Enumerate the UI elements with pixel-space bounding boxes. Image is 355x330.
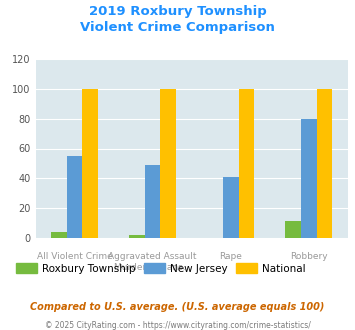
Bar — [301, 119, 317, 238]
Bar — [223, 177, 239, 238]
Text: © 2025 CityRating.com - https://www.cityrating.com/crime-statistics/: © 2025 CityRating.com - https://www.city… — [45, 321, 310, 330]
Text: 2019 Roxbury Township: 2019 Roxbury Township — [89, 5, 266, 18]
Text: Murder & Mans...: Murder & Mans... — [114, 263, 191, 272]
Bar — [51, 232, 67, 238]
Bar — [82, 89, 98, 238]
Text: All Violent Crime: All Violent Crime — [37, 252, 113, 261]
Text: Compared to U.S. average. (U.S. average equals 100): Compared to U.S. average. (U.S. average … — [30, 302, 325, 312]
Text: Robbery: Robbery — [290, 252, 328, 261]
Bar — [317, 89, 332, 238]
Bar — [239, 89, 254, 238]
Text: Violent Crime Comparison: Violent Crime Comparison — [80, 21, 275, 34]
Bar — [160, 89, 176, 238]
Legend: Roxbury Township, New Jersey, National: Roxbury Township, New Jersey, National — [16, 263, 305, 274]
Bar — [145, 165, 160, 238]
Text: Aggravated Assault: Aggravated Assault — [108, 252, 197, 261]
Bar — [285, 221, 301, 238]
Bar — [129, 235, 145, 238]
Bar — [67, 156, 82, 238]
Text: Rape: Rape — [219, 252, 242, 261]
